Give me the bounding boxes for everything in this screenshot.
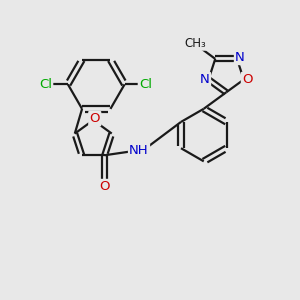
Text: O: O: [99, 180, 110, 193]
Text: N: N: [200, 73, 210, 86]
Text: Cl: Cl: [39, 78, 52, 91]
Text: O: O: [242, 73, 253, 86]
Text: Cl: Cl: [139, 78, 152, 91]
Text: N: N: [235, 51, 245, 64]
Text: CH₃: CH₃: [184, 37, 206, 50]
Text: O: O: [89, 112, 100, 125]
Text: NH: NH: [129, 144, 149, 157]
